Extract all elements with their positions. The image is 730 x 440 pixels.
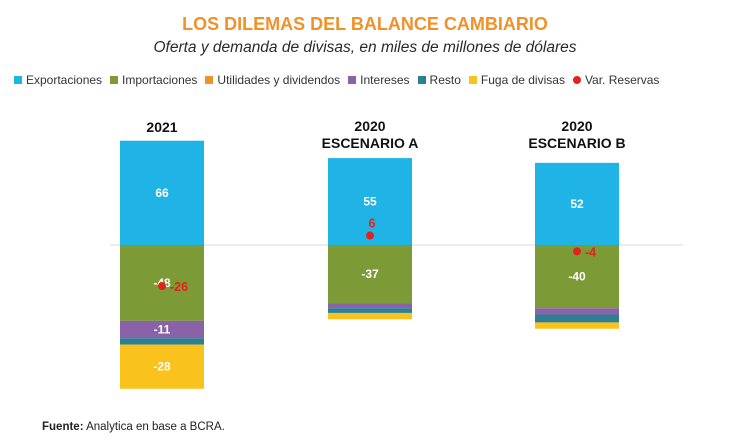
data-label-exportaciones: 66: [155, 186, 169, 200]
marker-reservas: [158, 282, 166, 291]
category-label-line1: 2020: [354, 118, 385, 134]
legend-label-intereses: Intereses: [360, 73, 410, 87]
marker-reservas: [366, 231, 374, 240]
bar-segment-intereses: [120, 320, 204, 339]
bar-segment-importaciones: [535, 245, 619, 309]
legend-label-exportaciones: Exportaciones: [26, 73, 103, 87]
legend-label-importaciones: Importaciones: [122, 73, 198, 87]
category-label-line1: 2021: [146, 119, 177, 135]
legend-swatch-resto: [417, 76, 426, 84]
legend-item-exportaciones: Exportaciones: [14, 73, 102, 87]
category-label-line1: 2020: [561, 118, 592, 134]
legend-item-resto: Resto: [417, 73, 461, 87]
bar-segment-fuga: [120, 344, 204, 389]
category-label-line2: ESCENARIO B: [528, 135, 625, 151]
category-label-line2: ESCENARIO A: [322, 135, 419, 151]
legend-item-utilidades: Utilidades y dividendos: [205, 73, 340, 87]
legend-swatch-fuga: [468, 76, 477, 84]
legend-swatch-intereses: [348, 76, 357, 84]
marker-label-reservas: 6: [369, 217, 376, 231]
legend-swatch-utilidades: [205, 76, 214, 84]
bar-segment-exportaciones: [535, 162, 619, 245]
chart-legend: Exportaciones Importaciones Utilidades y d…: [14, 73, 667, 87]
bar-segment-resto: [535, 314, 619, 323]
bar-segment-exportaciones: [328, 158, 412, 245]
data-label-importaciones: -40: [568, 270, 586, 284]
legend-item-importaciones: Importaciones: [110, 73, 197, 87]
bar-segment-intereses: [328, 303, 412, 309]
chart-title: LOS DILEMAS DEL BALANCE CAMBIARIO: [182, 14, 548, 34]
marker-reservas: [573, 247, 581, 256]
marker-label-reservas: -4: [585, 245, 596, 259]
source-label: Fuente:: [42, 421, 84, 433]
bar-segment-intereses: [535, 308, 619, 315]
legend-item-fuga: Fuga de divisas: [468, 73, 565, 87]
chart-subtitle: Oferta y demanda de divisas, en miles de…: [153, 39, 577, 56]
bar-segment-fuga: [328, 312, 412, 320]
bar-segment-resto: [328, 308, 412, 313]
legend-item-reservas: Var. Reservas: [572, 73, 660, 87]
legend-label-fuga: Fuga de divisas: [480, 73, 565, 87]
data-label-fuga: -28: [153, 360, 171, 374]
source-note: Fuente: Analytica en base a BCRA.: [42, 421, 225, 433]
bar-segment-fuga: [535, 322, 619, 329]
legend-label-reservas: Var. Reservas: [584, 73, 660, 87]
data-label-intereses: -11: [154, 323, 171, 337]
legend-item-intereses: Intereses: [348, 73, 410, 87]
source-text: Analytica en base a BCRA.: [86, 421, 225, 433]
data-label-importaciones: -37: [361, 267, 379, 281]
bar-segment-importaciones: [328, 245, 412, 304]
legend-label-resto: Resto: [429, 73, 461, 87]
legend-swatch-importaciones: [110, 76, 119, 84]
marker-label-reservas: -26: [170, 280, 188, 294]
data-label-exportaciones: 55: [363, 195, 377, 209]
bar-segment-resto: [120, 338, 204, 345]
data-label-exportaciones: 52: [570, 197, 584, 211]
legend-label-utilidades: Utilidades y dividendos: [217, 73, 341, 87]
legend-marker-reservas: [572, 76, 581, 84]
legend-swatch-exportaciones: [14, 76, 22, 84]
bar-segment-exportaciones: [120, 140, 204, 245]
